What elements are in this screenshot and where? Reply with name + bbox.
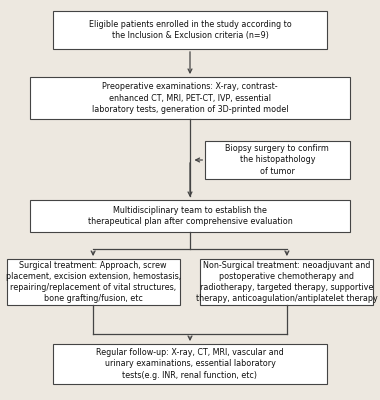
FancyBboxPatch shape	[6, 259, 180, 305]
FancyBboxPatch shape	[30, 77, 350, 119]
FancyBboxPatch shape	[53, 11, 327, 49]
Text: Preoperative examinations: X-ray, contrast-
enhanced CT, MRI, PET-CT, IVP, essen: Preoperative examinations: X-ray, contra…	[92, 82, 288, 114]
Text: Non-Surgical treatment: neoadjuvant and
postoperative chemotherapy and
radiother: Non-Surgical treatment: neoadjuvant and …	[196, 261, 378, 303]
Text: Multidisciplinary team to establish the
therapeutical plan after comprehensive e: Multidisciplinary team to establish the …	[88, 206, 292, 226]
Text: Surgical treatment: Approach, screw
placement, excision extension, hemostasis,
r: Surgical treatment: Approach, screw plac…	[6, 261, 180, 303]
FancyBboxPatch shape	[53, 344, 327, 384]
Text: Eligible patients enrolled in the study according to
the Inclusion & Exclusion c: Eligible patients enrolled in the study …	[89, 20, 291, 40]
Text: Regular follow-up: X-ray, CT, MRI, vascular and
urinary examinations, essential : Regular follow-up: X-ray, CT, MRI, vascu…	[96, 348, 284, 380]
FancyBboxPatch shape	[205, 141, 350, 179]
FancyBboxPatch shape	[201, 259, 373, 305]
FancyBboxPatch shape	[30, 200, 350, 232]
Text: Biopsy surgery to confirm
the histopathology
of tumor: Biopsy surgery to confirm the histopatho…	[225, 144, 329, 176]
